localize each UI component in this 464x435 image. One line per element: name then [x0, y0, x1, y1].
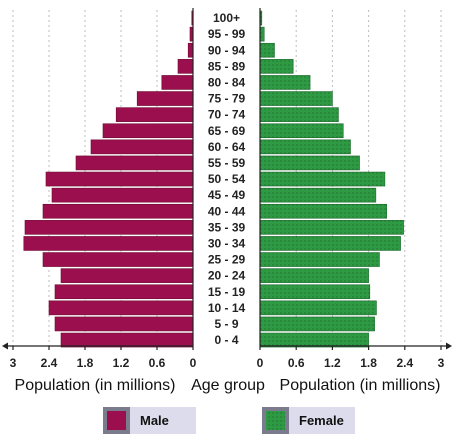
- bar-male-5: [136, 91, 194, 106]
- bar-male-18: [48, 300, 194, 316]
- age-label-1: 95 - 99: [208, 27, 246, 41]
- bar-male-8: [90, 139, 194, 155]
- age-label-12: 40 - 44: [208, 204, 246, 218]
- bar-female-pattern-9: [260, 155, 360, 170]
- bar-female-pattern-0: [260, 11, 262, 26]
- bar-male-16: [60, 268, 194, 283]
- x-axis-label-center: Age group: [191, 377, 265, 394]
- age-label-2: 90 - 94: [208, 43, 246, 57]
- age-label-20: 0 - 4: [214, 333, 238, 347]
- tick-label-right-4: 2.4: [396, 356, 413, 370]
- legend-male-swatch: [107, 411, 126, 430]
- age-label-13: 35 - 39: [208, 220, 246, 234]
- bar-male-4: [161, 75, 194, 90]
- bar-male-19: [54, 316, 194, 332]
- tick-label-right-2: 1.2: [324, 356, 341, 370]
- bar-female-pattern-2: [260, 43, 275, 58]
- age-label-5: 75 - 79: [208, 92, 246, 106]
- age-label-0: 100+: [213, 11, 240, 25]
- tick-labels: 3 2.4 1.8 1.2 0.6 0 0 0.6 1.2 1.8 2.4 3: [10, 356, 445, 370]
- bar-female-pattern-10: [260, 172, 385, 187]
- bar-female-pattern-17: [260, 284, 370, 299]
- age-label-4: 80 - 84: [208, 75, 246, 89]
- age-label-15: 25 - 29: [208, 253, 246, 267]
- tick-label-left-5: 0: [190, 356, 197, 370]
- age-label-8: 60 - 64: [208, 140, 246, 154]
- right-axis-arrow: [446, 342, 452, 350]
- bar-female-pattern-13: [260, 220, 404, 235]
- age-label-18: 10 - 14: [208, 301, 246, 315]
- bar-female-pattern-18: [260, 300, 377, 315]
- bar-male-11: [51, 187, 194, 203]
- legend-entry-male: Male: [103, 407, 196, 434]
- legend-female-swatch-pattern: [266, 411, 285, 430]
- tick-label-left-4: 0.6: [149, 356, 166, 370]
- bar-female-pattern-8: [260, 139, 351, 154]
- legend: Male Female: [103, 407, 355, 434]
- age-label-10: 50 - 54: [208, 172, 246, 186]
- legend-male-label: Male: [140, 413, 169, 428]
- tick-label-left-1: 2.4: [41, 356, 58, 370]
- tick-label-right-1: 0.6: [288, 356, 305, 370]
- age-label-16: 20 - 24: [208, 269, 246, 283]
- tick-label-left-3: 1.2: [113, 356, 130, 370]
- bar-male-14: [23, 236, 194, 251]
- bar-female-pattern-4: [260, 75, 311, 90]
- tick-label-right-0: 0: [257, 356, 264, 370]
- bar-male-7: [102, 123, 194, 139]
- bar-male-9: [75, 155, 194, 171]
- left-axis-arrow: [2, 342, 8, 350]
- bar-female-pattern-6: [260, 107, 339, 122]
- bar-male-3: [177, 59, 194, 74]
- age-label-9: 55 - 59: [208, 156, 246, 170]
- bar-female-pattern-3: [260, 59, 294, 74]
- bar-female-pattern-16: [260, 268, 369, 283]
- legend-entry-female: Female: [262, 407, 355, 434]
- bar-male-20: [60, 332, 194, 348]
- age-label-11: 45 - 49: [208, 188, 246, 202]
- bar-male-12: [42, 203, 194, 219]
- tick-label-right-3: 1.8: [360, 356, 377, 370]
- x-axis-label-right: Population (in millions): [280, 377, 441, 394]
- bar-female-pattern-11: [260, 188, 376, 203]
- female-bars: [259, 10, 404, 348]
- tick-label-right-5: 3: [438, 356, 445, 370]
- age-label-7: 65 - 69: [208, 124, 246, 138]
- bar-male-10: [45, 171, 194, 187]
- x-axis-label-left: Population (in millions): [15, 377, 176, 394]
- tick-label-left-0: 3: [10, 356, 17, 370]
- age-label-19: 5 - 9: [214, 317, 238, 331]
- bar-female-pattern-7: [260, 123, 344, 138]
- bar-male-6: [115, 107, 194, 122]
- bar-female-pattern-5: [260, 91, 333, 106]
- bar-female-pattern-20: [260, 333, 369, 348]
- bar-male-2: [187, 42, 194, 58]
- bar-female-pattern-14: [260, 236, 401, 251]
- bar-male-13: [24, 220, 194, 235]
- axes: [2, 8, 452, 350]
- age-group-labels: 100+ 95 - 99 90 - 94 85 - 89 80 - 84 75 - 79 7…: [208, 11, 246, 347]
- bar-female-pattern-12: [260, 204, 387, 219]
- bar-male-15: [42, 252, 194, 267]
- bar-female-pattern-15: [260, 252, 380, 267]
- tick-label-left-2: 1.8: [77, 356, 94, 370]
- age-label-6: 70 - 74: [208, 108, 246, 122]
- age-label-17: 15 - 19: [208, 285, 246, 299]
- age-label-3: 85 - 89: [208, 59, 246, 73]
- bar-male-17: [54, 284, 194, 300]
- bar-female-pattern-19: [260, 316, 375, 331]
- bar-female-pattern-1: [260, 27, 265, 42]
- legend-female-label: Female: [299, 413, 344, 428]
- age-label-14: 30 - 34: [208, 236, 246, 250]
